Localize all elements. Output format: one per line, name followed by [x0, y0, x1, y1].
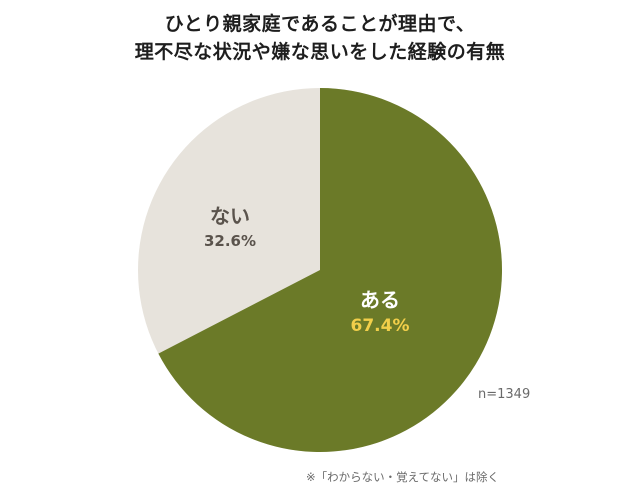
footnote: ※「わからない・覚えてない」は除く: [306, 470, 500, 484]
slice-value-nai: 32.6%: [203, 232, 257, 250]
slice-value-aru: 67.4%: [350, 316, 410, 336]
slice-label-aru: ある: [360, 288, 400, 312]
slice-label-nai: ない: [210, 204, 250, 228]
chart-title: ひとり親家庭であることが理由で、 理不尽な状況や嫌な思いをした経験の有無: [0, 10, 640, 66]
chart-title-line-2: 理不尽な状況や嫌な思いをした経験の有無: [134, 41, 506, 63]
chart-title-line-1: ひとり親家庭であることが理由で、: [164, 13, 476, 35]
pie-slice-aru: [158, 88, 503, 452]
sample-size-label: n=1349: [478, 387, 531, 402]
